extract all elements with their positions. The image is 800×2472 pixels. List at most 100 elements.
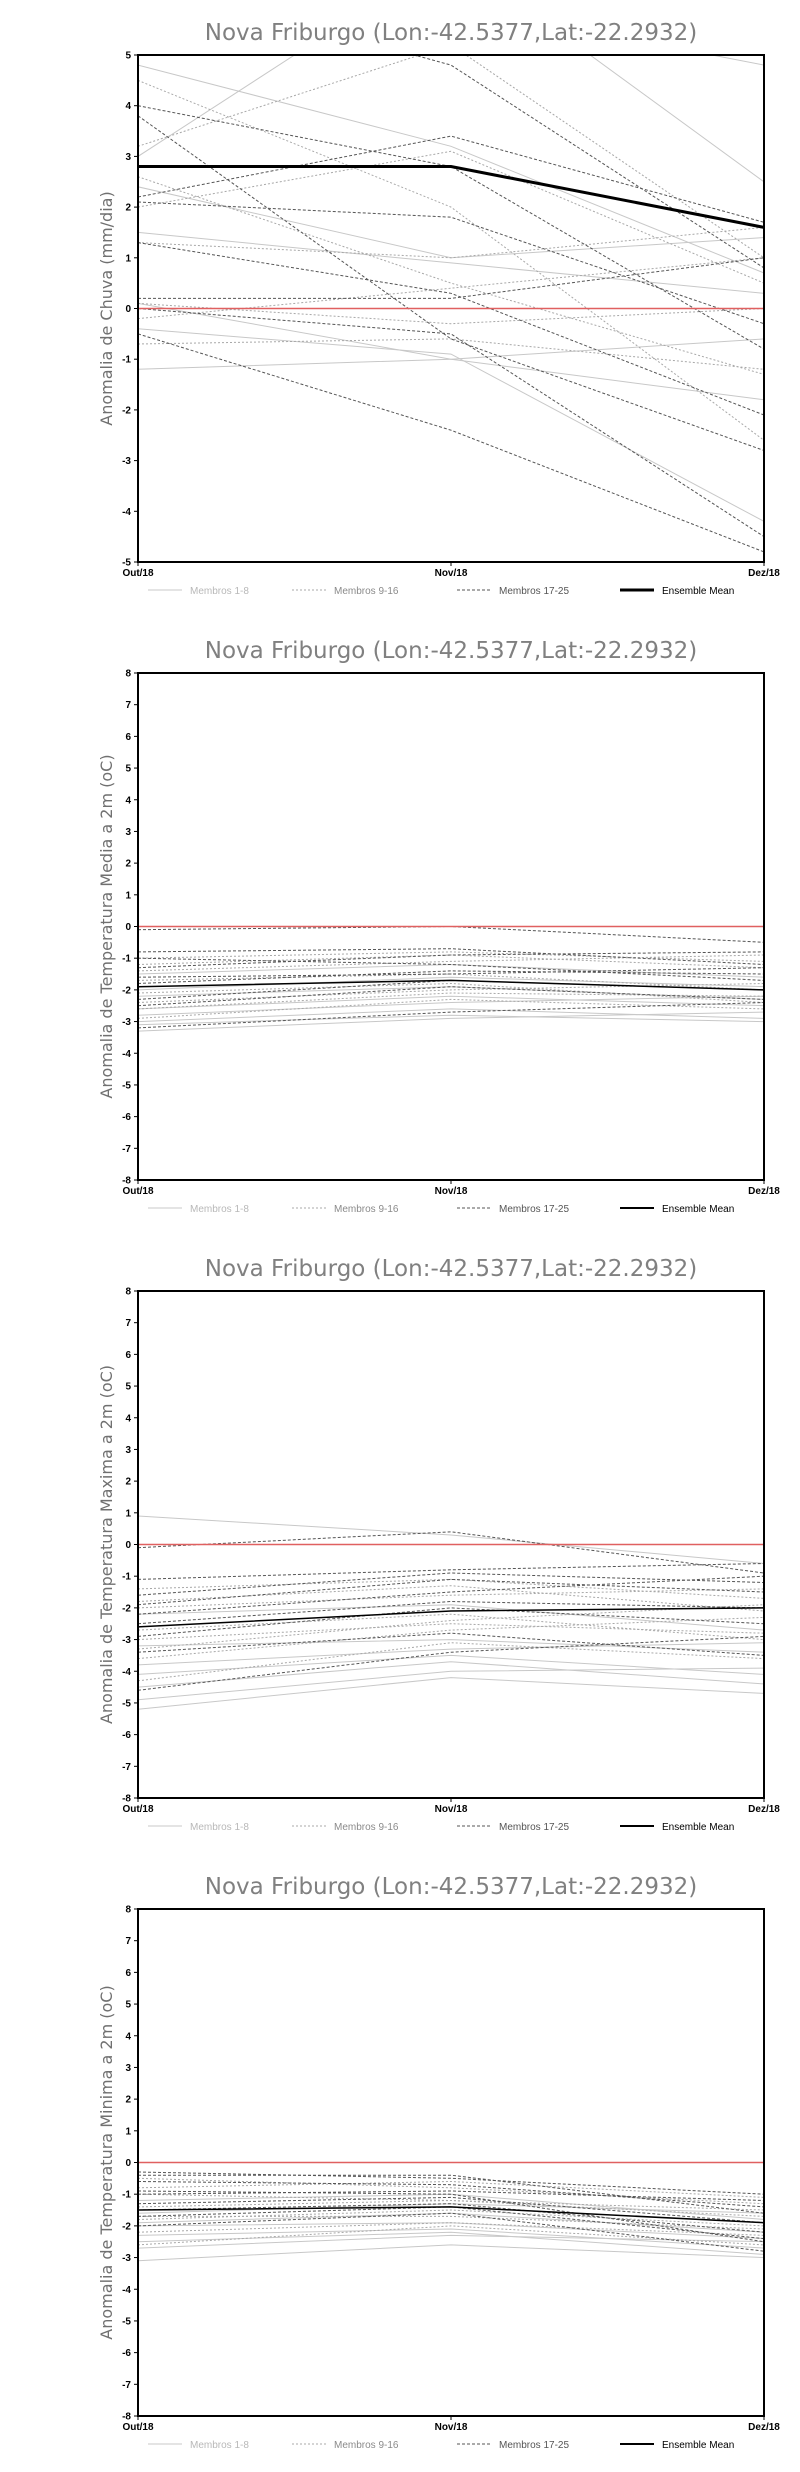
member-line-1 [138, 2244, 764, 2262]
legend-label: Ensemble Mean [662, 586, 734, 597]
legend-label: Membros 1-8 [190, 2440, 249, 2451]
member-line-7 [138, 186, 764, 259]
member-line-11 [138, 1616, 764, 1660]
member-line-2 [138, 1661, 764, 1688]
member-line-16 [138, 1604, 764, 1650]
y-tick-label: 2 [125, 1477, 131, 1488]
member-line-3 [138, 1515, 764, 1564]
legend-label: Membros 17-25 [499, 1204, 569, 1215]
y-tick-label: 0 [125, 2158, 131, 2169]
member-line-25 [138, 308, 764, 538]
ensemble-mean-line [138, 2206, 764, 2224]
chart-4: Nova Friburgo (Lon:-42.5377,Lat:-22.2932… [97, 1874, 780, 2451]
member-line-9 [138, 55, 764, 259]
y-tick-label: -8 [122, 1176, 131, 1187]
y-axis-label: Anomalia de Temperatura Maxima a 2m (oC) [97, 1365, 116, 1724]
x-tick-label: Out/18 [122, 568, 154, 579]
chart-3: Nova Friburgo (Lon:-42.5377,Lat:-22.2932… [97, 1256, 780, 1833]
y-tick-label: -8 [122, 1794, 131, 1805]
member-line-13 [138, 150, 764, 284]
x-tick-label: Dez/18 [748, 568, 780, 579]
legend-label: Membros 17-25 [499, 586, 569, 597]
member-line-9 [138, 954, 764, 969]
member-line-21 [138, 2203, 764, 2233]
member-line-5 [138, 1667, 764, 1701]
y-tick-label: -7 [122, 2380, 131, 2391]
member-line-22 [138, 1632, 764, 1656]
member-line-19 [138, 2190, 764, 2201]
chart-2: Nova Friburgo (Lon:-42.5377,Lat:-22.2932… [97, 638, 780, 1215]
member-line-18 [138, 1563, 764, 1580]
legend-label: Membros 9-16 [334, 586, 399, 597]
y-tick-label: -2 [122, 405, 131, 416]
legend-label: Ensemble Mean [662, 1204, 734, 1215]
y-tick-label: 7 [125, 1936, 131, 1947]
chart-1: Nova Friburgo (Lon:-42.5377,Lat:-22.2932… [97, 20, 780, 597]
member-line-14 [138, 2199, 764, 2211]
y-tick-label: -3 [122, 1017, 131, 1028]
member-line-1 [138, 1677, 764, 1710]
member-line-14 [138, 982, 764, 1003]
series-lines [138, 2161, 764, 2262]
legend-label: Membros 9-16 [334, 1822, 399, 1833]
member-line-15 [138, 2225, 764, 2246]
ensemble-mean-line [138, 1607, 764, 1628]
y-tick-label: 4 [125, 795, 131, 806]
legend: Membros 1-8 Membros 9-16 Membros 17-25 Ense… [148, 1204, 734, 1215]
y-tick-label: -6 [122, 2348, 131, 2359]
member-line-22 [138, 957, 764, 981]
y-tick-label: -2 [122, 985, 131, 996]
y-tick-label: 4 [125, 1413, 131, 1424]
y-tick-label: -7 [122, 1762, 131, 1773]
y-tick-label: -5 [122, 558, 131, 569]
y-tick-label: -6 [122, 1112, 131, 1123]
x-tick-label: Nov/18 [435, 2422, 468, 2433]
y-tick-label: -4 [122, 507, 131, 518]
y-tick-label: -5 [122, 1080, 131, 1091]
y-tick-label: 4 [125, 101, 131, 112]
y-tick-label: 5 [125, 2000, 131, 2011]
member-line-12 [138, 2222, 764, 2236]
x-tick-label: Out/18 [122, 1804, 154, 1815]
y-tick-label: 5 [125, 51, 131, 62]
member-line-25 [138, 1578, 764, 1606]
y-tick-label: 1 [125, 890, 131, 901]
y-tick-label: 8 [125, 1287, 131, 1298]
series-lines [138, 1515, 764, 1710]
member-line-3 [138, 2212, 764, 2233]
member-line-19 [138, 1572, 764, 1596]
member-line-10 [138, 1588, 764, 1609]
x-tick-label: Dez/18 [748, 1186, 780, 1197]
member-line-12 [138, 998, 764, 1019]
y-tick-label: 2 [125, 203, 131, 214]
y-tick-label: 3 [125, 152, 131, 163]
member-line-24 [138, 115, 764, 451]
member-line-19 [138, 257, 764, 299]
member-line-20 [138, 970, 764, 984]
legend-label: Membros 1-8 [190, 586, 249, 597]
y-axis-label: Anomalia de Chuva (mm/dia) [97, 191, 116, 425]
y-tick-label: -4 [122, 1667, 131, 1678]
legend: Membros 1-8 Membros 9-16 Membros 17-25 Ense… [148, 1822, 734, 1833]
x-tick-label: Dez/18 [748, 2422, 780, 2433]
member-line-23 [138, 986, 764, 1007]
y-tick-label: -3 [122, 1635, 131, 1646]
member-line-12 [138, 338, 764, 370]
y-tick-label: -8 [122, 2412, 131, 2423]
legend-label: Membros 1-8 [190, 1204, 249, 1215]
member-line-15 [138, 1585, 764, 1612]
member-line-17 [138, 105, 764, 350]
y-axis-label: Anomalia de Temperatura Minima a 2m (oC) [97, 1985, 116, 2339]
legend-label: Ensemble Mean [662, 1822, 734, 1833]
y-tick-label: -1 [122, 355, 131, 366]
legend: Membros 1-8 Membros 9-16 Membros 17-25 Ense… [148, 586, 734, 597]
y-tick-label: 3 [125, 827, 131, 838]
member-line-20 [138, 2196, 764, 2224]
legend-label: Membros 1-8 [190, 1822, 249, 1833]
y-tick-label: -4 [122, 1049, 131, 1060]
legend-label: Membros 17-25 [499, 2440, 569, 2451]
y-tick-label: -4 [122, 2285, 131, 2296]
legend-label: Membros 9-16 [334, 1204, 399, 1215]
y-tick-label: 1 [125, 1508, 131, 1519]
member-line-13 [138, 951, 764, 962]
